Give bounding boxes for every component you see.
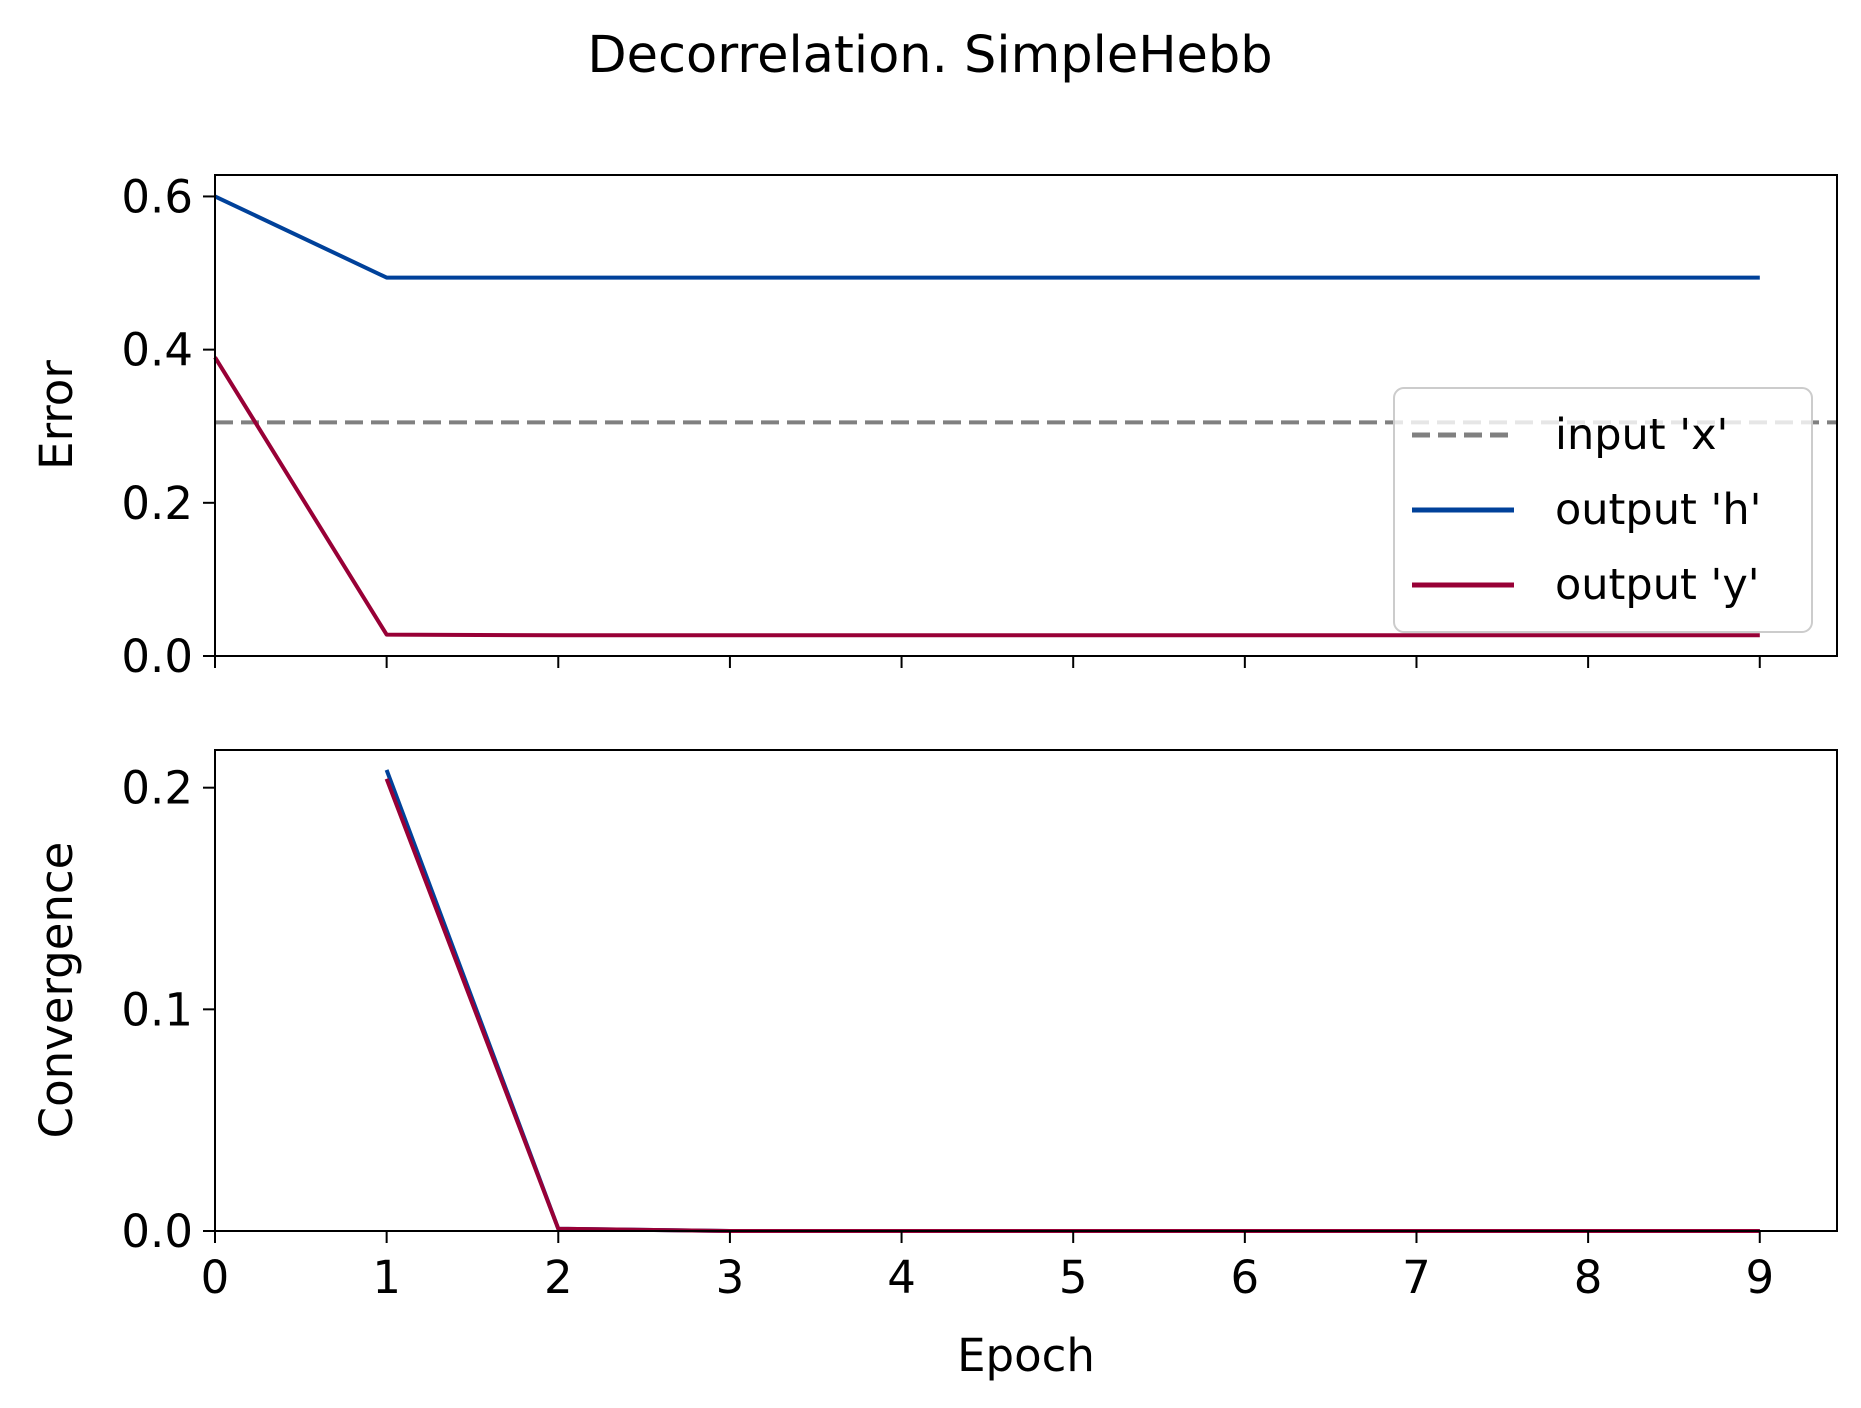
x-axis-label-epoch: Epoch	[957, 1329, 1095, 1382]
convergence-plot-frame	[214, 749, 1838, 1232]
error-y-axis-label: Error	[30, 360, 83, 470]
x-tick-label-3: 3	[716, 1251, 745, 1304]
error-plot-frame	[214, 174, 1838, 657]
legend-label-output-y: output 'y'	[1555, 560, 1760, 610]
legend: input 'x' output 'h' output 'y'	[1393, 387, 1813, 633]
legend-box	[1393, 387, 1813, 633]
figure-title: Decorrelation. SimpleHebb	[587, 26, 1272, 85]
y-tick-label-0-1: 0.1	[121, 983, 193, 1036]
x-tick-label-2: 2	[544, 1251, 573, 1304]
y-tick-label-0-0: 0.0	[121, 630, 193, 683]
x-tick-label-6: 6	[1231, 1251, 1260, 1304]
y-tick-label-0-4: 0.4	[121, 324, 193, 377]
legend-label-output-h: output 'h'	[1555, 485, 1761, 535]
series-line-output-h	[214, 194, 1760, 280]
x-tick-label-1: 1	[372, 1251, 401, 1304]
y-tick-label-0-0: 0.0	[121, 1205, 193, 1258]
legend-label-input-x: input 'x'	[1555, 410, 1728, 460]
x-tick-label-4: 4	[887, 1251, 916, 1304]
error-panel: 0.0 0.2 0.4 0.6 Error input 'x' output 'h' …	[30, 170, 1838, 683]
x-tick-label-5: 5	[1059, 1251, 1088, 1304]
series-line-output-y	[213, 356, 1760, 638]
x-tick-label-0: 0	[201, 1251, 230, 1304]
y-tick-label-0-2: 0.2	[121, 762, 193, 815]
x-tick-label-7: 7	[1402, 1251, 1431, 1304]
convergence-y-axis-label: Convergence	[30, 842, 83, 1139]
y-tick-label-0-6: 0.6	[121, 170, 193, 223]
x-tick-label-8: 8	[1574, 1251, 1603, 1304]
y-tick-label-0-2: 0.2	[121, 477, 193, 530]
convergence-panel: 0 1 2 3 4 5 6 7 8 9 0.0 0.1 0.2 Convergence Epoch	[30, 749, 1838, 1382]
x-tick-label-9: 9	[1745, 1251, 1774, 1304]
